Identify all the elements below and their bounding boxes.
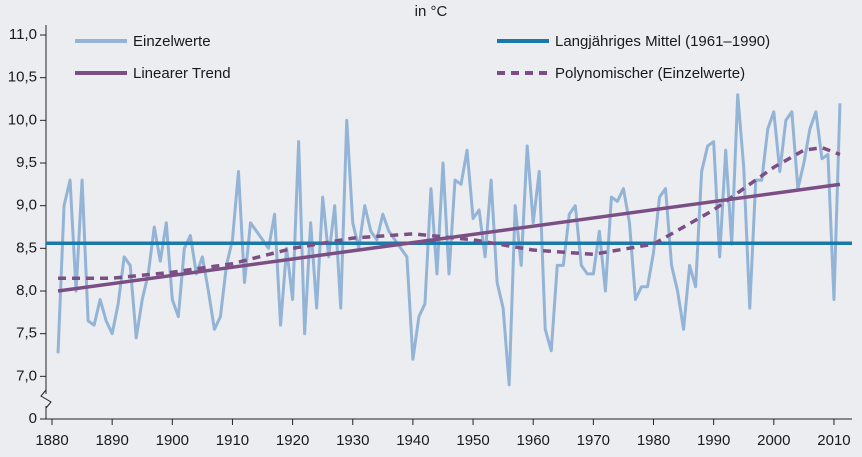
x-tick-label: 1990 — [697, 432, 730, 449]
x-tick-label: 2010 — [817, 432, 850, 449]
y-tick-label: 0 — [29, 410, 37, 427]
x-tick-label: 1930 — [336, 432, 369, 449]
legend-label: Polynomischer (Einzelwerte) — [555, 65, 745, 82]
chart-title: in °C — [415, 3, 448, 20]
x-tick-label: 1960 — [517, 432, 550, 449]
legend-label: Langjähriges Mittel (1961–1990) — [555, 33, 770, 50]
x-tick-label: 1950 — [456, 432, 489, 449]
y-tick-label: 7,5 — [16, 325, 37, 342]
y-tick-label: 11,0 — [9, 26, 37, 43]
series-line — [56, 93, 842, 387]
x-tick-label: 1880 — [35, 432, 68, 449]
x-tick-label: 1940 — [396, 432, 429, 449]
x-tick-label: 1980 — [637, 432, 670, 449]
x-tick-label: 1910 — [216, 432, 249, 449]
y-tick-label: 10,5 — [8, 69, 37, 86]
y-tick-label: 10,0 — [8, 111, 37, 128]
y-tick-label: 8,5 — [16, 239, 37, 256]
x-tick-label: 1970 — [577, 432, 610, 449]
y-tick-label: 7,0 — [16, 367, 37, 384]
x-tick-label: 1920 — [276, 432, 309, 449]
y-tick-label: 8,0 — [16, 282, 37, 299]
y-tick-label: 9,0 — [16, 197, 37, 214]
series-line — [58, 145, 841, 280]
x-tick-label: 1900 — [156, 432, 189, 449]
legend-label: Einzelwerte — [133, 33, 211, 50]
axis-break — [40, 389, 52, 409]
x-tick-label: 1890 — [95, 432, 128, 449]
x-tick-label: 2000 — [757, 432, 790, 449]
legend-label: Linearer Trend — [133, 65, 231, 82]
y-tick-label: 9,5 — [16, 154, 37, 171]
